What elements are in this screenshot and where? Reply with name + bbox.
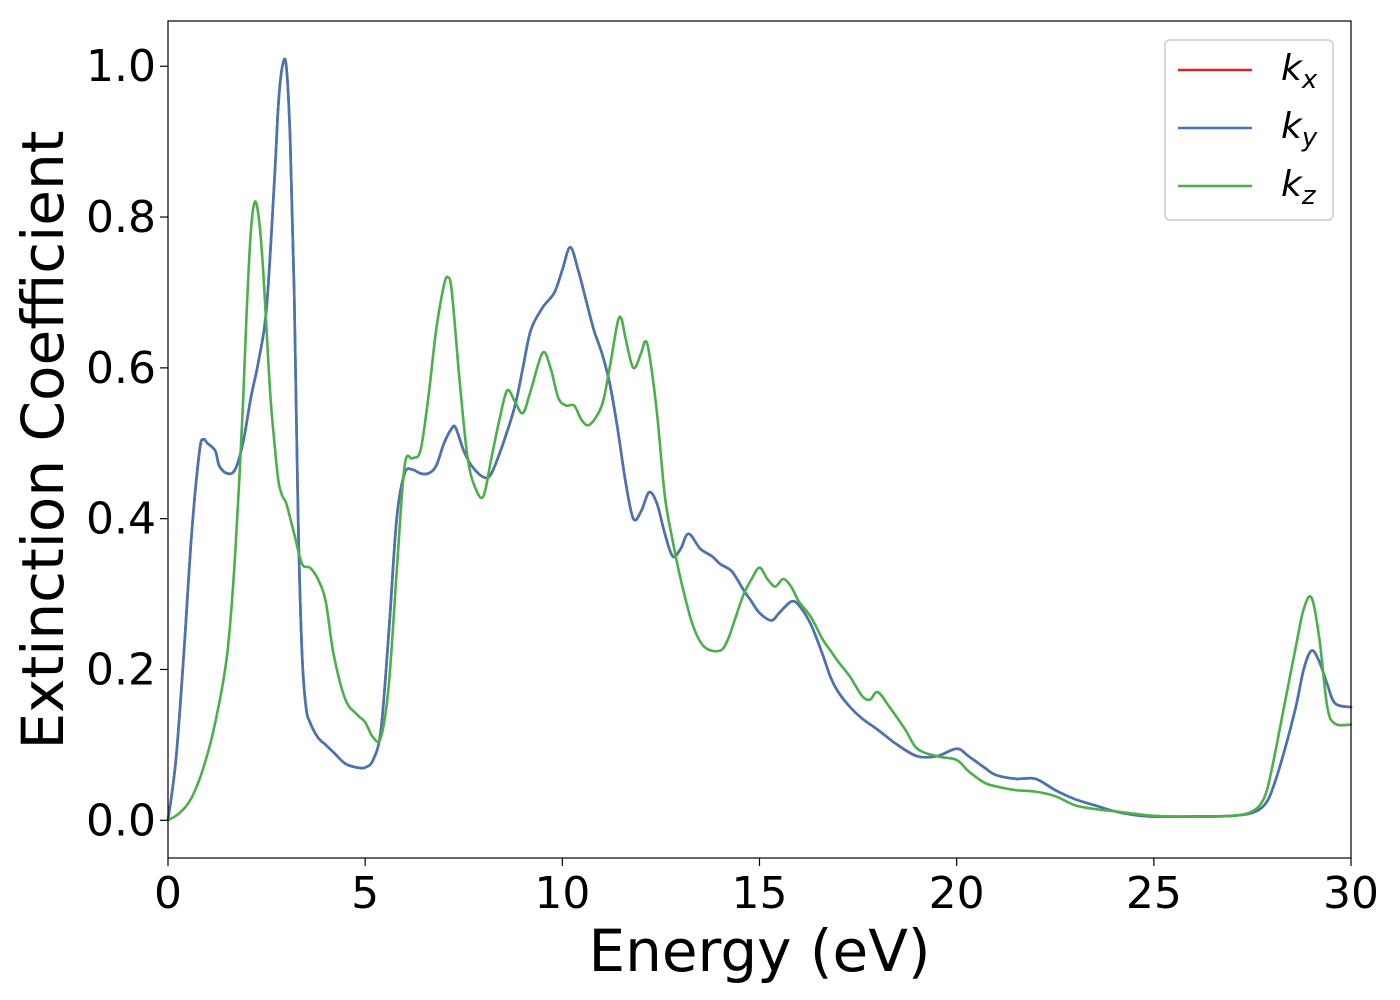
x-axis: 0 5 10 15 20 25 30 <box>154 858 1379 919</box>
y-axis-label: Extinction Coefficient <box>9 131 77 750</box>
x-tick-label: 20 <box>929 868 985 919</box>
x-tick-label: 5 <box>351 868 379 919</box>
y-axis: 0.0 0.2 0.4 0.6 0.8 1.0 <box>86 41 168 846</box>
x-tick-label: 15 <box>732 868 788 919</box>
series-line-k-y <box>166 57 1353 822</box>
y-tick-label: 1.0 <box>86 41 156 92</box>
legend: kx ky kz <box>1164 39 1334 221</box>
legend-label-k-z: kz <box>1281 164 1317 211</box>
y-tick-label: 0.4 <box>86 494 156 545</box>
x-tick-label: 30 <box>1323 868 1379 919</box>
x-tick-label: 25 <box>1126 868 1182 919</box>
legend-label-k-x: kx <box>1281 48 1318 95</box>
x-tick-label: 10 <box>534 868 590 919</box>
y-tick-label: 0.0 <box>86 795 156 846</box>
plot-background <box>168 21 1351 858</box>
y-tick-label: 0.6 <box>86 343 156 394</box>
legend-frame <box>1164 39 1334 221</box>
series-line-k-z <box>166 200 1353 822</box>
x-axis-label: Energy (eV) <box>588 917 930 985</box>
y-tick-label: 0.8 <box>86 192 156 243</box>
x-tick-label: 0 <box>154 868 182 919</box>
y-tick-label: 0.2 <box>86 644 156 695</box>
series-layer <box>166 57 1353 822</box>
legend-label-k-y: ky <box>1281 106 1318 153</box>
